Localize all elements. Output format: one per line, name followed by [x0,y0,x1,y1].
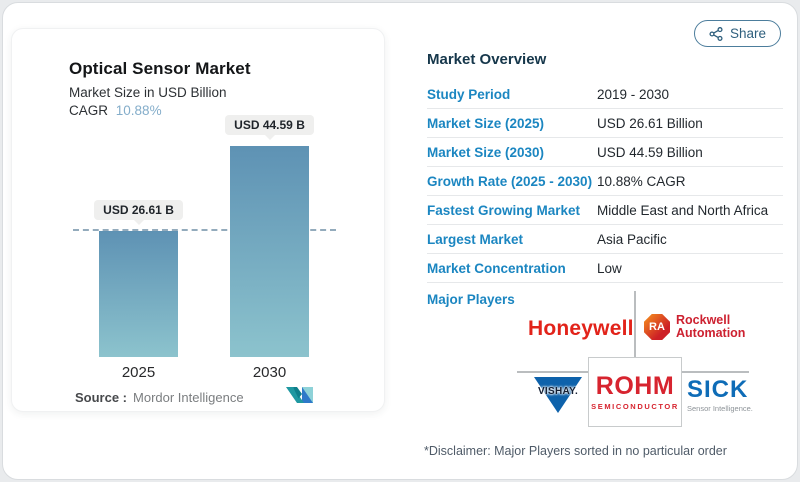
major-players-label: Major Players [427,292,515,307]
chart-subtitle: Market Size in USD Billion [69,85,227,100]
overview-row-study-period: Study Period 2019 - 2030 [427,80,783,109]
vishay-logo: VISHAY. [534,377,582,413]
share-nodes-icon [709,26,723,41]
mordor-intelligence-logo-icon [286,387,313,403]
bar-value-label-2025: USD 26.61 B [94,200,183,220]
rockwell-logo-text: Rockwell Automation [676,314,745,340]
source-value: Mordor Intelligence [133,390,244,405]
bar-value-label-2030: USD 44.59 B [225,115,314,135]
overview-table: Study Period 2019 - 2030 Market Size (20… [427,80,783,283]
share-button-label: Share [729,26,766,41]
rohm-logo-subtext: SEMICONDUCTOR [591,401,679,411]
rohm-semiconductor-logo: ROHM SEMICONDUCTOR [588,357,682,427]
row-label: Market Concentration [427,260,566,276]
x-axis-label-2030: 2030 [252,364,287,381]
overview-row-market-size-2030: Market Size (2030) USD 44.59 Billion [427,138,783,167]
disclaimer-text: *Disclaimer: Major Players sorted in no … [424,444,727,458]
bar-group-2030: USD 44.59 B 2030 [225,115,314,381]
overview-row-largest-market: Largest Market Asia Pacific [427,225,783,254]
bar-group-2025: USD 26.61 B 2025 [94,200,183,381]
rockwell-line1: Rockwell [676,313,731,327]
chart-header: Optical Sensor Market Market Size in USD… [69,59,251,118]
sick-logo: SICK Sensor Intelligence. [687,376,753,414]
overview-title: Market Overview [427,51,547,68]
rockwell-line2: Automation [676,326,746,340]
rohm-logo-text: ROHM [595,371,675,400]
bar-rect-2025 [99,231,178,357]
row-value: USD 26.61 Billion [597,115,703,131]
rockwell-automation-logo: RA Rockwell Automation [644,314,745,340]
chart-title: Optical Sensor Market [69,59,251,78]
row-value: Middle East and North Africa [597,202,769,218]
honeywell-logo: Honeywell [528,317,634,340]
x-axis-label-2025: 2025 [121,364,156,381]
row-value: Low [597,260,622,276]
source-label: Source : [75,390,128,405]
row-label: Largest Market [427,231,524,247]
market-size-chart-card: Optical Sensor Market Market Size in USD… [11,28,385,412]
cagr-value: 10.88% [115,103,162,118]
vishay-logo-text: VISHAY. [537,386,579,397]
cagr-label: CAGR [69,103,109,118]
row-label: Study Period [427,86,511,102]
row-label: Market Size (2030) [427,144,545,160]
source-line: Source : Mordor Intelligence [75,390,244,405]
sick-logo-subtext: Sensor Intelligence. [687,404,753,413]
players-connector-vertical [634,291,636,357]
reference-dashed-line [73,229,336,231]
row-label: Growth Rate (2025 - 2030) [427,173,593,189]
row-value: Asia Pacific [597,231,667,247]
sick-logo-text: SICK [687,376,749,403]
row-label: Fastest Growing Market [427,202,581,218]
bar-rect-2030 [230,146,309,357]
row-value: USD 44.59 Billion [597,144,703,160]
overview-row-market-concentration: Market Concentration Low [427,254,783,283]
row-label: Market Size (2025) [427,115,545,131]
share-button[interactable]: Share [693,20,781,47]
row-value: 2019 - 2030 [597,86,670,102]
row-value: 10.88% CAGR [597,173,686,189]
chart-cagr-line: CAGR 10.88% [69,103,251,118]
overview-row-market-size-2025: Market Size (2025) USD 26.61 Billion [427,109,783,138]
overview-row-growth-rate: Growth Rate (2025 - 2030) 10.88% CAGR [427,167,783,196]
overview-row-fastest-growing-market: Fastest Growing Market Middle East and N… [427,196,783,225]
rockwell-badge-icon: RA [644,314,670,340]
